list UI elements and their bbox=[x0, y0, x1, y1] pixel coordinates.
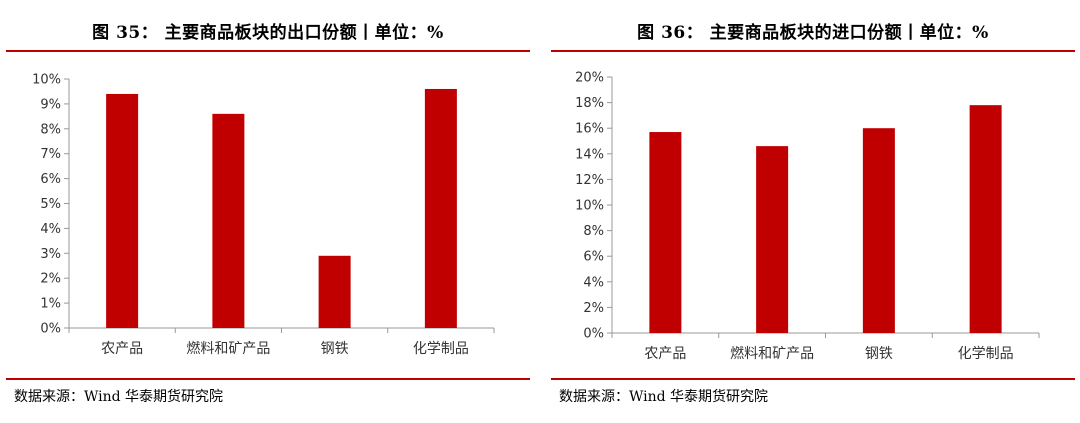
y-tick-label: 8% bbox=[40, 122, 61, 137]
x-tick-label: 燃料和矿产品 bbox=[186, 340, 270, 357]
x-tick-label: 农产品 bbox=[644, 346, 686, 362]
y-tick-label: 4% bbox=[583, 275, 604, 290]
figure-title: 图 35： 主要商品板块的出口份额丨单位：% bbox=[92, 23, 444, 43]
source-rule bbox=[6, 378, 530, 380]
bar bbox=[756, 146, 789, 333]
y-tick-label: 14% bbox=[575, 147, 604, 162]
x-tick-label: 化学制品 bbox=[413, 341, 469, 357]
export-share-panel: 图 35： 主要商品板块的出口份额丨单位：% 0% 1% 2% 3% 4% 5% 6% 7% 8… bbox=[6, 0, 530, 423]
y-tick-label: 9% bbox=[40, 97, 61, 112]
bar bbox=[969, 105, 1002, 333]
y-tick-label: 0% bbox=[583, 327, 604, 342]
y-tick-label: 6% bbox=[583, 250, 604, 265]
source-note: 数据来源：Wind 华泰期货研究院 bbox=[559, 389, 769, 405]
bar bbox=[212, 113, 245, 328]
y-tick-label: 2% bbox=[40, 272, 61, 287]
title-rule bbox=[6, 50, 530, 52]
export-share-chart: 0% 1% 2% 3% 4% 5% 6% 7% 8% 9% 10% 农产品 燃料和矿产品 钢铁 化学制品 bbox=[32, 73, 495, 357]
bar bbox=[106, 93, 139, 328]
y-tick-label: 6% bbox=[40, 172, 61, 187]
bar bbox=[424, 88, 457, 329]
y-tick-label: 5% bbox=[40, 197, 61, 212]
y-tick-label: 18% bbox=[575, 96, 604, 111]
bar bbox=[649, 132, 682, 333]
bar bbox=[862, 128, 895, 333]
y-tick-label: 10% bbox=[32, 73, 61, 88]
y-tick-label: 1% bbox=[40, 297, 61, 312]
x-tick-label: 燃料和矿产品 bbox=[730, 345, 814, 362]
y-tick-label: 20% bbox=[575, 71, 604, 86]
figure-title: 图 36： 主要商品板块的进口份额丨单位：% bbox=[637, 23, 989, 43]
source-rule bbox=[551, 378, 1075, 380]
x-tick-label: 化学制品 bbox=[958, 346, 1014, 362]
y-tick-label: 10% bbox=[575, 199, 604, 214]
y-tick-label: 0% bbox=[40, 322, 61, 337]
y-tick-label: 3% bbox=[40, 247, 61, 262]
bar bbox=[318, 255, 351, 328]
source-note: 数据来源：Wind 华泰期货研究院 bbox=[14, 389, 224, 405]
y-tick-label: 12% bbox=[575, 173, 604, 188]
import-share-panel: 图 36： 主要商品板块的进口份额丨单位：% 0% 2% 4% 6% 8% 10% 12% 1… bbox=[551, 0, 1075, 423]
x-tick-label: 钢铁 bbox=[321, 341, 349, 357]
y-tick-label: 16% bbox=[575, 122, 604, 137]
import-share-chart: 0% 2% 4% 6% 8% 10% 12% 14% 16% 18% 20% 农产品 燃料和矿产品 钢铁 化… bbox=[575, 71, 1040, 362]
y-tick-label: 8% bbox=[583, 224, 604, 239]
x-tick-label: 农产品 bbox=[101, 341, 143, 357]
title-rule bbox=[551, 50, 1075, 52]
y-tick-label: 7% bbox=[40, 147, 61, 162]
y-tick-label: 4% bbox=[40, 222, 61, 237]
x-tick-label: 钢铁 bbox=[865, 346, 893, 362]
y-tick-label: 2% bbox=[583, 301, 604, 316]
